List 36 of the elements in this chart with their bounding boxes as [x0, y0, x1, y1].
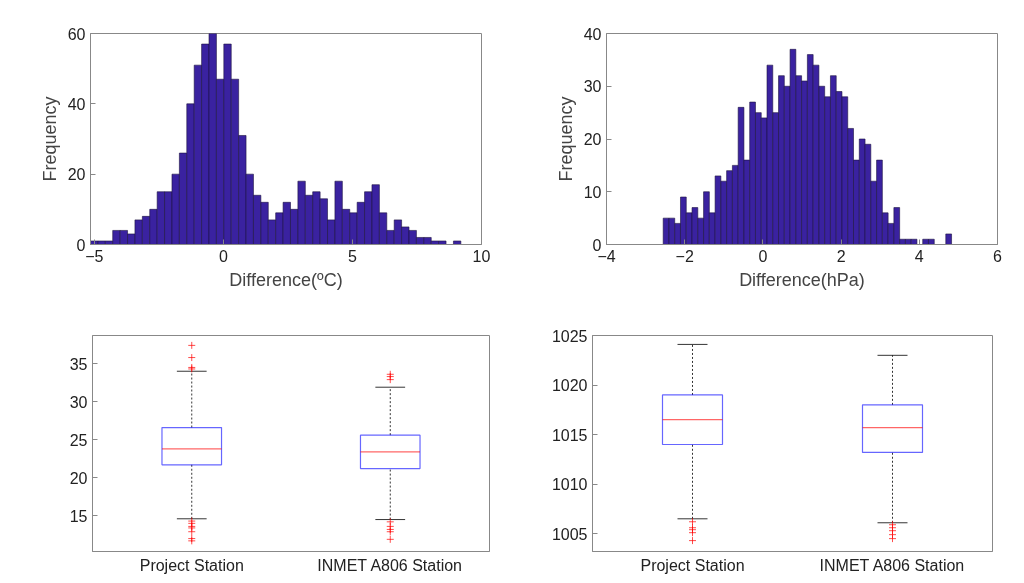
- y-tick-label: 1005: [551, 525, 588, 543]
- y-axis-title: Frequency: [39, 96, 60, 182]
- x-tick-label: −5: [85, 247, 104, 265]
- x-axis-title: Difference(ºC): [229, 269, 343, 290]
- y-tick-label: 20: [69, 469, 88, 487]
- x-tick-label: 2: [836, 247, 846, 265]
- y-tick-label: 1015: [551, 426, 588, 444]
- x-tick-label: Project Station: [139, 556, 244, 574]
- y-tick-label: 35: [69, 355, 88, 373]
- x-axis-title: Difference(hPa): [739, 269, 865, 290]
- y-tick-label: 25: [69, 431, 88, 449]
- x-tick-label: 0: [758, 247, 768, 265]
- x-tick-label: −2: [675, 247, 694, 265]
- y-tick-label: 20: [67, 166, 86, 184]
- y-tick-label: 10: [583, 183, 602, 201]
- y-tick-label: 30: [69, 393, 88, 411]
- y-tick-label: 40: [583, 25, 602, 43]
- y-tick-label: 15: [69, 507, 88, 525]
- x-tick-label: 4: [914, 247, 924, 265]
- y-tick-label: 60: [67, 25, 86, 43]
- x-tick-label: INMET A806 Station: [819, 556, 965, 574]
- x-tick-label: Project Station: [640, 556, 745, 574]
- y-tick-label: 20: [583, 131, 602, 148]
- x-tick-label: 0: [218, 247, 228, 265]
- y-tick-label: 1025: [551, 327, 588, 345]
- y-tick-label: 40: [67, 95, 86, 113]
- y-tick-label: 0: [592, 236, 602, 254]
- y-tick-label: 1010: [551, 476, 588, 494]
- y-tick-label: 30: [583, 78, 602, 96]
- x-tick-label: 5: [348, 247, 358, 265]
- x-tick-label: INMET A806 Station: [317, 556, 462, 574]
- y-axis-title: Frequency: [555, 96, 576, 182]
- y-tick-label: 1020: [551, 377, 588, 395]
- x-tick-label: 10: [472, 247, 491, 265]
- x-tick-label: 6: [993, 247, 1003, 265]
- y-tick-label: 0: [76, 236, 86, 254]
